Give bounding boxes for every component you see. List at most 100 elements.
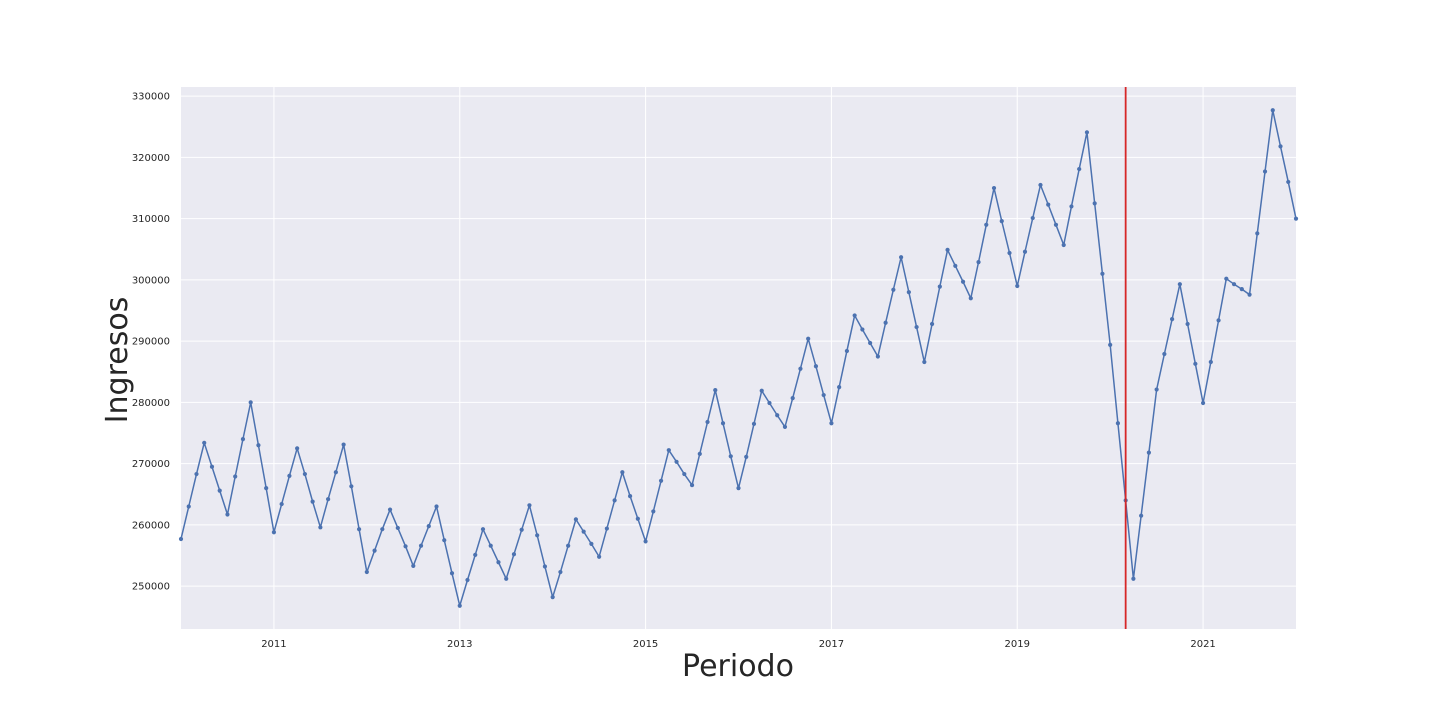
data-point (960, 279, 966, 284)
data-point (1200, 400, 1206, 406)
y-tick-labels: 250000 260000 270000 280000 290000 300000 3100… (132, 92, 170, 593)
data-point (612, 498, 617, 503)
data-point (1154, 387, 1159, 392)
data-point (535, 533, 540, 538)
x-tick-labels: 2011 2013 2015 2017 2019 2021 (261, 639, 1216, 650)
data-point (658, 478, 664, 483)
data-point (488, 543, 493, 548)
data-point (1061, 242, 1066, 248)
data-point (1224, 276, 1229, 281)
data-point (620, 470, 625, 475)
data-point (1255, 231, 1260, 236)
y-tick-label: 280000 (132, 398, 170, 409)
data-point (999, 219, 1004, 224)
data-point (775, 413, 780, 418)
data-point (387, 507, 393, 512)
data-point (233, 474, 238, 479)
data-point (868, 340, 873, 346)
data-point (790, 396, 795, 401)
x-axis-title: Periodo (682, 649, 794, 684)
data-point (1278, 144, 1283, 149)
data-point (1208, 359, 1213, 365)
data-point (217, 488, 222, 493)
data-point (248, 400, 253, 405)
data-point (418, 543, 424, 548)
data-point (604, 526, 609, 531)
data-point (511, 552, 517, 557)
data-point (860, 327, 865, 332)
data-point (256, 443, 261, 448)
data-point (643, 539, 648, 544)
y-tick-label: 270000 (132, 459, 170, 470)
data-point (968, 296, 973, 301)
data-point (1077, 166, 1082, 172)
y-tick-label: 250000 (132, 582, 170, 593)
data-point (1162, 351, 1167, 357)
data-point (527, 503, 532, 508)
data-point (914, 324, 919, 330)
data-point (341, 442, 346, 447)
data-point (426, 524, 431, 529)
y-tick-label: 330000 (132, 92, 170, 103)
y-tick-label: 320000 (132, 153, 170, 164)
data-point (542, 564, 548, 569)
data-point (627, 494, 633, 499)
data-point (194, 471, 199, 477)
data-point (782, 424, 788, 429)
data-point (689, 482, 695, 488)
data-point (186, 504, 191, 509)
data-point (573, 517, 578, 522)
data-point (1115, 421, 1121, 426)
x-tick-label: 2013 (447, 639, 472, 650)
data-point (751, 421, 757, 426)
data-point (442, 538, 447, 543)
plot-background (181, 87, 1296, 629)
data-point (837, 384, 842, 390)
data-point (945, 247, 950, 253)
data-point (1270, 108, 1275, 113)
data-point (287, 473, 292, 478)
data-point (682, 471, 687, 477)
data-point (806, 336, 811, 341)
data-point (1262, 169, 1268, 174)
data-point (1092, 201, 1097, 206)
data-point (991, 185, 997, 191)
data-point (318, 525, 323, 530)
y-gridlines (181, 95, 1296, 587)
data-point (906, 290, 911, 295)
data-point (713, 388, 718, 393)
data-point (302, 471, 307, 477)
data-point (1022, 249, 1028, 254)
data-point (875, 354, 880, 359)
data-point (1007, 250, 1012, 256)
data-point (953, 263, 958, 268)
data-point (550, 595, 555, 600)
data-point (1231, 282, 1237, 287)
data-point (844, 348, 850, 354)
data-point (891, 287, 896, 292)
x-tick-label: 2017 (819, 639, 844, 650)
data-point (271, 530, 277, 535)
data-point (597, 554, 602, 559)
data-point (1286, 179, 1291, 185)
data-point (821, 392, 826, 398)
data-point (1108, 342, 1113, 347)
x-tick-label: 2011 (261, 639, 286, 650)
data-point (744, 454, 749, 460)
data-point (937, 284, 942, 289)
data-point (1185, 321, 1190, 327)
data-point (852, 313, 857, 318)
data-point (1100, 271, 1105, 276)
data-point (1247, 292, 1252, 297)
data-point (349, 484, 354, 489)
x-tick-label: 2021 (1190, 639, 1215, 650)
x-tick-label: 2015 (633, 639, 658, 650)
y-tick-label: 300000 (132, 275, 170, 286)
data-point (480, 527, 486, 532)
data-point (813, 364, 819, 369)
data-point (411, 563, 416, 569)
y-tick-label: 290000 (132, 337, 170, 348)
y-tick-label: 310000 (132, 214, 170, 225)
data-point (1146, 450, 1151, 455)
data-point (922, 359, 927, 365)
